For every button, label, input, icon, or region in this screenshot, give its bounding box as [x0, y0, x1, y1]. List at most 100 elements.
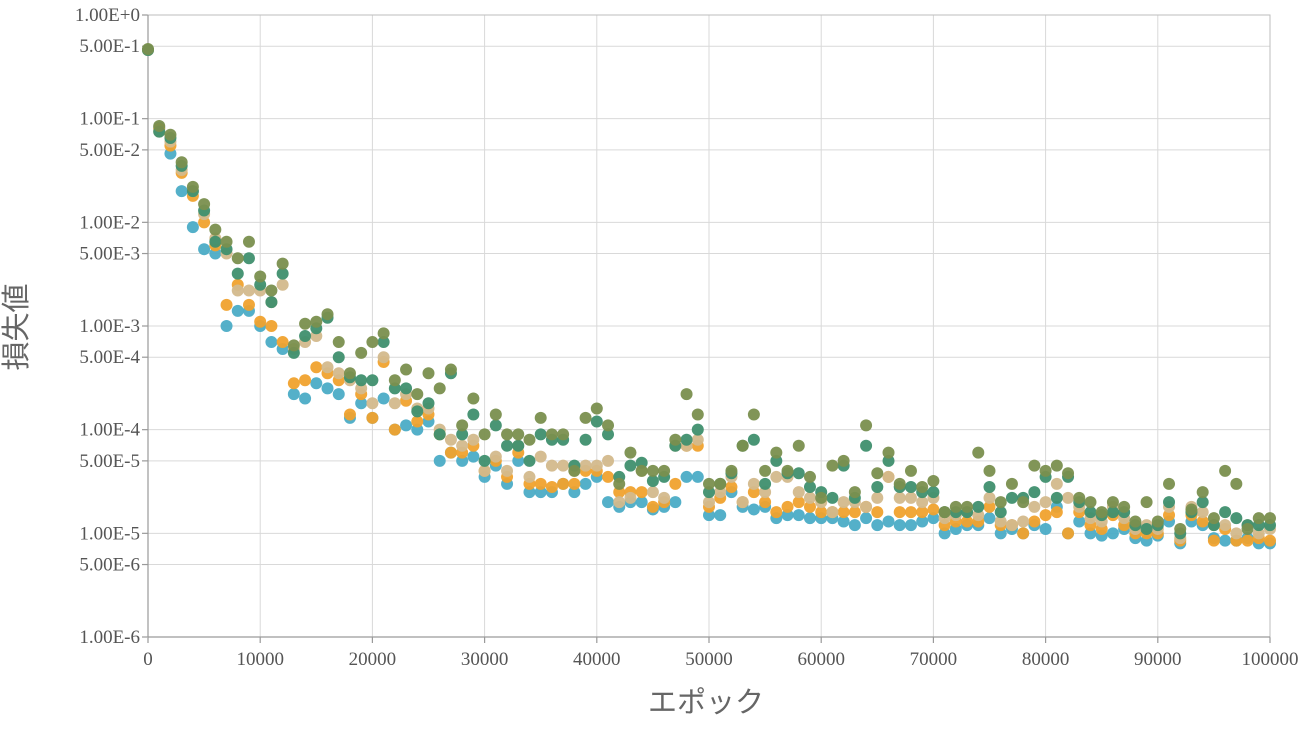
data-point [321, 308, 334, 321]
data-point [826, 491, 839, 504]
data-point [1219, 506, 1232, 519]
data-point [938, 527, 951, 540]
data-point [1219, 464, 1232, 477]
data-point [1084, 527, 1097, 540]
data-points [142, 42, 1276, 550]
data-point [467, 450, 480, 463]
data-point [1005, 477, 1018, 490]
data-point [938, 506, 951, 519]
x-tick-label: 90000 [1134, 649, 1182, 670]
data-point [714, 477, 727, 490]
data-point [467, 392, 480, 405]
data-point [411, 388, 424, 401]
data-point [478, 428, 491, 441]
data-point [1028, 500, 1041, 513]
data-point [220, 235, 233, 248]
data-point [332, 336, 345, 349]
data-point [983, 500, 996, 513]
data-point [501, 428, 514, 441]
data-point [366, 397, 379, 410]
data-point [411, 415, 424, 428]
data-point [602, 419, 615, 432]
y-tick-label: 1.00E-3 [79, 316, 140, 337]
data-point [1039, 496, 1052, 509]
x-tick-label: 30000 [461, 649, 509, 670]
data-point [299, 330, 312, 343]
data-point [557, 477, 570, 490]
x-tick-label: 60000 [797, 649, 845, 670]
data-point [1095, 506, 1108, 519]
data-point [848, 519, 861, 532]
data-point [198, 198, 211, 211]
data-point [433, 428, 446, 441]
data-point [826, 506, 839, 519]
data-point [803, 480, 816, 493]
data-point [882, 515, 895, 528]
data-point [602, 454, 615, 467]
data-point [579, 433, 592, 446]
data-point [242, 284, 255, 297]
data-point [590, 402, 603, 415]
data-point [803, 512, 816, 525]
data-point [714, 509, 727, 522]
x-axis-title: エポック [648, 685, 764, 719]
data-point [366, 411, 379, 424]
data-point [400, 382, 413, 395]
data-point [310, 377, 323, 390]
data-point [242, 252, 255, 265]
data-point [1174, 523, 1187, 536]
data-point [209, 223, 222, 236]
data-point [422, 397, 435, 410]
data-point [1039, 464, 1052, 477]
y-tick-label: 5.00E-5 [79, 451, 140, 472]
data-point [444, 433, 457, 446]
x-tick-label: 70000 [910, 649, 958, 670]
data-point [927, 486, 940, 499]
data-point [871, 480, 884, 493]
data-point [287, 388, 300, 401]
data-point [366, 336, 379, 349]
data-point [747, 433, 760, 446]
data-point [837, 454, 850, 467]
data-point [613, 486, 626, 499]
data-point [1062, 467, 1075, 480]
data-point [680, 470, 693, 483]
data-point [231, 267, 244, 280]
y-tick-label: 5.00E-3 [79, 244, 140, 265]
data-point [927, 474, 940, 487]
data-point [220, 320, 233, 332]
data-point [792, 509, 805, 522]
data-point [1196, 486, 1209, 499]
data-point [882, 454, 895, 467]
data-point [186, 180, 199, 193]
data-point [635, 496, 648, 509]
data-point [1084, 496, 1097, 509]
data-point [332, 367, 345, 380]
data-point [1050, 477, 1063, 490]
data-point [343, 367, 356, 380]
data-point [512, 454, 525, 467]
data-point [422, 367, 435, 380]
data-point [803, 500, 816, 513]
data-point [579, 459, 592, 472]
data-point [837, 496, 850, 509]
data-point [904, 519, 917, 532]
y-tick-label: 1.00E-5 [79, 523, 140, 544]
data-point [983, 464, 996, 477]
data-point [1207, 534, 1220, 547]
data-point [231, 252, 244, 265]
data-point [882, 446, 895, 459]
data-point [1219, 534, 1232, 547]
data-point [860, 419, 873, 432]
data-point [433, 454, 446, 467]
data-point [198, 216, 211, 229]
data-point [388, 382, 401, 395]
data-point [534, 428, 547, 441]
data-point [994, 496, 1007, 509]
data-point [276, 278, 289, 291]
data-point [972, 500, 985, 513]
data-point [220, 298, 233, 311]
data-point [602, 428, 615, 441]
data-point [579, 411, 592, 424]
data-point [1252, 527, 1265, 540]
